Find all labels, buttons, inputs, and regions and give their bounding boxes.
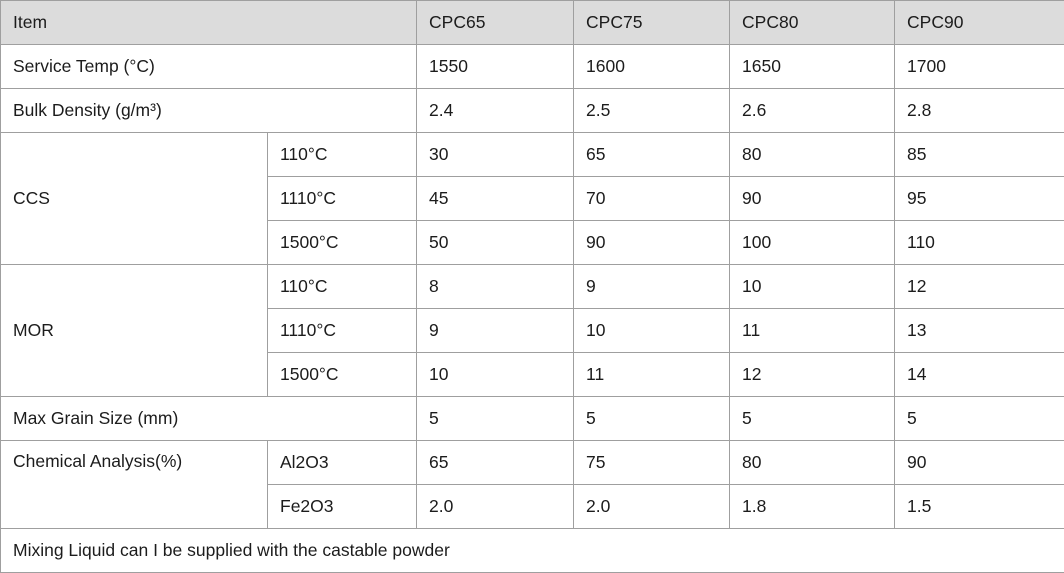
value-cell: 1.8 bbox=[730, 485, 895, 529]
value-cell: 90 bbox=[895, 441, 1064, 485]
value-cell: 70 bbox=[574, 177, 730, 221]
value-cell: 5 bbox=[730, 397, 895, 441]
value-cell: 10 bbox=[730, 265, 895, 309]
column-header-cpc75: CPC75 bbox=[574, 1, 730, 45]
value-cell: 2.8 bbox=[895, 89, 1064, 133]
value-cell: 1700 bbox=[895, 45, 1064, 89]
value-cell: 100 bbox=[730, 221, 895, 265]
sub-label-temp: 1110°C bbox=[268, 177, 417, 221]
value-cell: 90 bbox=[574, 221, 730, 265]
value-cell: 50 bbox=[417, 221, 574, 265]
table-row-chemical-al2o3: Chemical Analysis(%) Al2O3 65 75 80 90 bbox=[1, 441, 1064, 485]
column-header-cpc90: CPC90 bbox=[895, 1, 1064, 45]
table-row-bulk-density: Bulk Density (g/m³) 2.4 2.5 2.6 2.8 bbox=[1, 89, 1064, 133]
sub-label-temp: 1500°C bbox=[268, 353, 417, 397]
value-cell: 90 bbox=[730, 177, 895, 221]
value-cell: 2.4 bbox=[417, 89, 574, 133]
column-header-cpc80: CPC80 bbox=[730, 1, 895, 45]
value-cell: 11 bbox=[730, 309, 895, 353]
value-cell: 30 bbox=[417, 133, 574, 177]
sub-label-compound: Al2O3 bbox=[268, 441, 417, 485]
sub-label-temp: 110°C bbox=[268, 133, 417, 177]
footer-row: Mixing Liquid can I be supplied with the… bbox=[1, 529, 1064, 573]
value-cell: 13 bbox=[895, 309, 1064, 353]
table-row-ccs-110: CCS 110°C 30 65 80 85 bbox=[1, 133, 1064, 177]
value-cell: 80 bbox=[730, 441, 895, 485]
value-cell: 9 bbox=[574, 265, 730, 309]
sub-label-compound: Fe2O3 bbox=[268, 485, 417, 529]
sub-label-temp: 1500°C bbox=[268, 221, 417, 265]
table-row-service-temp: Service Temp (°C) 1550 1600 1650 1700 bbox=[1, 45, 1064, 89]
value-cell: 1600 bbox=[574, 45, 730, 89]
value-cell: 1550 bbox=[417, 45, 574, 89]
value-cell: 85 bbox=[895, 133, 1064, 177]
header-row: Item CPC65 CPC75 CPC80 CPC90 bbox=[1, 1, 1064, 45]
value-cell: 11 bbox=[574, 353, 730, 397]
row-label-mor: MOR bbox=[1, 265, 268, 397]
value-cell: 95 bbox=[895, 177, 1064, 221]
value-cell: 8 bbox=[417, 265, 574, 309]
sub-label-temp: 1110°C bbox=[268, 309, 417, 353]
value-cell: 5 bbox=[417, 397, 574, 441]
value-cell: 1650 bbox=[730, 45, 895, 89]
table-row-mor-110: MOR 110°C 8 9 10 12 bbox=[1, 265, 1064, 309]
value-cell: 65 bbox=[574, 133, 730, 177]
value-cell: 12 bbox=[895, 265, 1064, 309]
row-label-ccs: CCS bbox=[1, 133, 268, 265]
value-cell: 9 bbox=[417, 309, 574, 353]
value-cell: 12 bbox=[730, 353, 895, 397]
column-header-cpc65: CPC65 bbox=[417, 1, 574, 45]
value-cell: 2.6 bbox=[730, 89, 895, 133]
value-cell: 2.0 bbox=[574, 485, 730, 529]
value-cell: 65 bbox=[417, 441, 574, 485]
value-cell: 14 bbox=[895, 353, 1064, 397]
footer-note: Mixing Liquid can I be supplied with the… bbox=[1, 529, 1064, 573]
header-item-cell: Item bbox=[1, 1, 417, 45]
value-cell: 80 bbox=[730, 133, 895, 177]
value-cell: 5 bbox=[574, 397, 730, 441]
value-cell: 2.5 bbox=[574, 89, 730, 133]
value-cell: 1.5 bbox=[895, 485, 1064, 529]
value-cell: 2.0 bbox=[417, 485, 574, 529]
row-label-max-grain-size: Max Grain Size (mm) bbox=[1, 397, 417, 441]
value-cell: 45 bbox=[417, 177, 574, 221]
value-cell: 5 bbox=[895, 397, 1064, 441]
row-label-chemical-analysis: Chemical Analysis(%) bbox=[1, 441, 268, 529]
row-label-service-temp: Service Temp (°C) bbox=[1, 45, 417, 89]
value-cell: 110 bbox=[895, 221, 1064, 265]
sub-label-temp: 110°C bbox=[268, 265, 417, 309]
value-cell: 10 bbox=[574, 309, 730, 353]
row-label-bulk-density: Bulk Density (g/m³) bbox=[1, 89, 417, 133]
table-row-max-grain-size: Max Grain Size (mm) 5 5 5 5 bbox=[1, 397, 1064, 441]
value-cell: 75 bbox=[574, 441, 730, 485]
value-cell: 10 bbox=[417, 353, 574, 397]
